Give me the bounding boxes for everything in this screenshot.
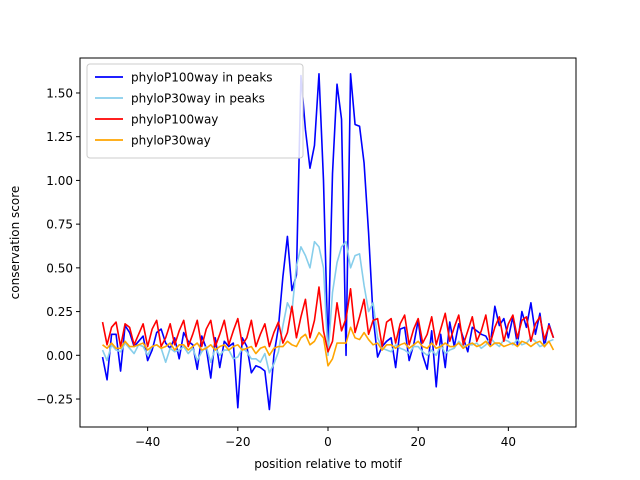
y-tick-label: 0.50 bbox=[46, 261, 73, 275]
y-axis-label: conservation score bbox=[8, 186, 22, 300]
y-tick-label: 0.75 bbox=[46, 218, 73, 232]
x-tick-label: 40 bbox=[501, 435, 516, 449]
y-tick-label: 1.50 bbox=[46, 86, 73, 100]
y-tick-label: 0.25 bbox=[46, 305, 73, 319]
legend: phyloP100way in peaks phyloP30way in peak… bbox=[86, 63, 304, 159]
series-line-3 bbox=[101, 286, 555, 353]
x-tick-label: −20 bbox=[225, 435, 250, 449]
x-axis-label: position relative to motif bbox=[254, 457, 402, 471]
series-line-4 bbox=[102, 326, 555, 367]
legend-label-1: phyloP100way in peaks bbox=[131, 71, 273, 85]
x-axis: −40 −20 0 20 40 bbox=[135, 427, 516, 449]
series-line-2 bbox=[101, 240, 554, 374]
y-tick-label: 1.00 bbox=[46, 174, 73, 188]
x-tick-label: −40 bbox=[135, 435, 160, 449]
x-tick-label: 0 bbox=[324, 435, 332, 449]
y-axis: −0.25 0.00 0.25 0.50 0.75 1.00 1.25 1.50 bbox=[36, 86, 80, 407]
x-tick-label: 20 bbox=[411, 435, 426, 449]
y-tick-label: 0.00 bbox=[46, 349, 73, 363]
legend-label-2: phyloP30way in peaks bbox=[131, 92, 265, 106]
y-tick-label: 1.25 bbox=[46, 130, 73, 144]
legend-label-3: phyloP100way bbox=[131, 113, 218, 127]
legend-box bbox=[86, 63, 304, 159]
y-tick-label: −0.25 bbox=[36, 393, 73, 407]
legend-label-4: phyloP30way bbox=[131, 134, 211, 148]
series-layer bbox=[101, 72, 555, 411]
